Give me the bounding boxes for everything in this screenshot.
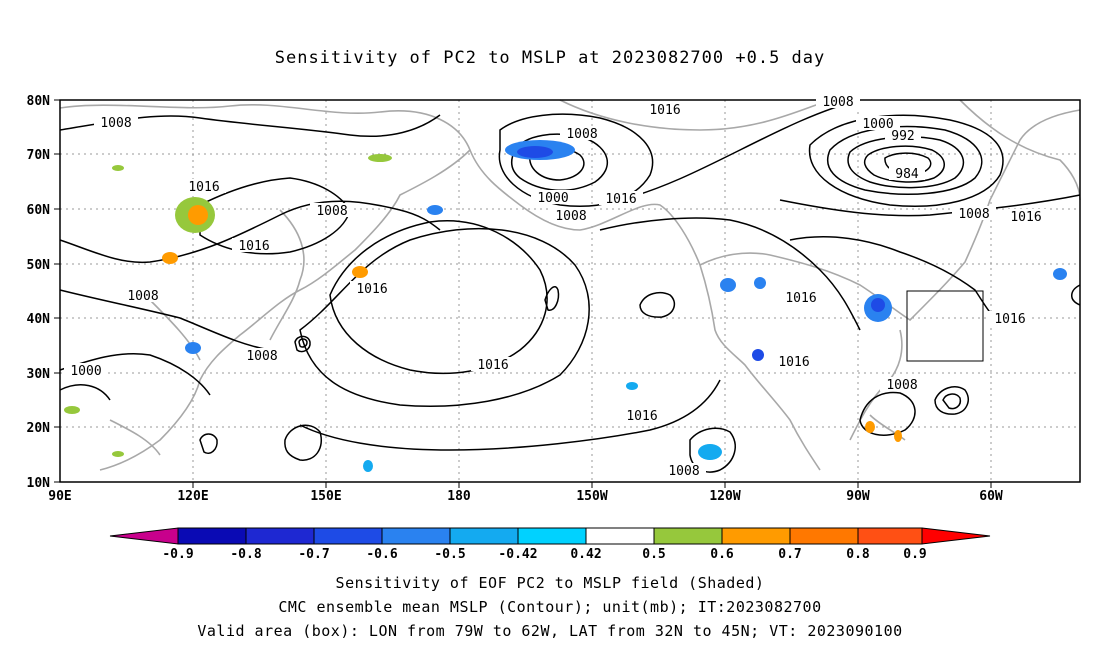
contour-label: 1016 (238, 239, 269, 254)
contour-label: 1008 (668, 464, 699, 479)
shaded-sensitivity (64, 140, 1067, 472)
lon-label: 150E (310, 489, 341, 504)
caption-contour: CMC ensemble mean MSLP (Contour); unit(m… (278, 598, 822, 616)
colorbar-cell (517, 527, 587, 545)
lat-label: 80N (27, 94, 51, 109)
colorbar-cell (109, 527, 179, 545)
colorbar-cell (585, 527, 655, 545)
colorbar-label: -0.6 (366, 547, 397, 562)
contour-label: 1008 (100, 116, 131, 131)
lat-labels: 80N 70N 60N 50N 40N 30N 20N 10N (27, 94, 51, 491)
mslp-contours (59, 99, 1081, 473)
colorbar-cell (313, 527, 383, 545)
colorbar-label: -0.42 (498, 547, 537, 562)
contour-label: 1016 (994, 312, 1025, 327)
coastlines (59, 99, 1081, 471)
lon-label: 150W (576, 489, 607, 504)
lon-label: 90E (48, 489, 71, 504)
contour-labels: 1008 1016 1008 1016 1016 1008 1008 1000 … (64, 94, 1048, 479)
colorbar-label: 0.5 (642, 547, 665, 562)
contour-label: 1016 (188, 180, 219, 195)
lat-label: 10N (27, 476, 51, 491)
colorbar-label: -0.9 (162, 547, 193, 562)
colorbar-label: -0.7 (298, 547, 329, 562)
contour-label: 1008 (822, 95, 853, 110)
lon-labels: 90E 120E 150E 180 150W 120W 90W 60W (48, 489, 1003, 504)
lat-label: 50N (27, 258, 51, 273)
colorbar-label: 0.6 (710, 547, 734, 562)
colorbar-cell (449, 527, 519, 545)
map-title: Sensitivity of PC2 to MSLP at 2023082700… (274, 48, 826, 68)
contour-label: 1008 (886, 378, 917, 393)
map-frame (59, 99, 1081, 483)
contour-label: 1016 (477, 358, 508, 373)
colorbar-label: 0.42 (570, 547, 601, 562)
contour-label: 1008 (127, 289, 158, 304)
contour-label: 1016 (649, 103, 680, 118)
contour-label: 992 (891, 129, 914, 144)
axis-ticks (54, 99, 992, 488)
lat-label: 60N (27, 203, 51, 218)
lon-label: 180 (447, 489, 471, 504)
caption-valid-area: Valid area (box): LON from 79W to 62W, L… (197, 622, 903, 640)
contour-label: 1000 (862, 117, 893, 132)
contour-label: 1016 (1010, 210, 1041, 225)
colorbar-labels: -0.9 -0.8 -0.7 -0.6 -0.5 -0.42 0.42 0.5 … (162, 547, 926, 562)
colorbar-cell (381, 527, 451, 545)
colorbar-cell (721, 527, 791, 545)
lon-label: 120E (177, 489, 208, 504)
lat-label: 20N (27, 421, 51, 436)
colorbar-cell (921, 527, 991, 545)
contour-label: 1008 (246, 349, 277, 364)
valid-area-box (906, 290, 984, 362)
contour-label: 1016 (778, 355, 809, 370)
lon-label: 90W (846, 489, 870, 504)
colorbar-label: 0.7 (778, 547, 801, 562)
contour-label: 1016 (356, 282, 387, 297)
lat-label: 30N (27, 367, 51, 382)
colorbar-label: -0.8 (230, 547, 261, 562)
colorbar-label: -0.5 (434, 547, 465, 562)
contour-label: 1008 (555, 209, 586, 224)
colorbar-label: 0.9 (903, 547, 926, 562)
contour-label: 1016 (605, 192, 636, 207)
colorbar-cell (789, 527, 859, 545)
contour-label: 1008 (566, 127, 597, 142)
colorbar (109, 527, 991, 545)
lat-label: 40N (27, 312, 51, 327)
contour-label: 1008 (316, 204, 347, 219)
lon-label: 60W (979, 489, 1003, 504)
colorbar-label: 0.8 (846, 547, 870, 562)
contour-label: 984 (895, 167, 919, 182)
contour-label: 1016 (626, 409, 657, 424)
colorbar-cell (177, 527, 247, 545)
lat-label: 70N (27, 148, 51, 163)
lon-label: 120W (709, 489, 740, 504)
contour-label: 1008 (958, 207, 989, 222)
contour-label: 1000 (70, 364, 101, 379)
colorbar-cell (245, 527, 315, 545)
colorbar-cell (857, 527, 923, 545)
colorbar-cell (653, 527, 723, 545)
caption-shaded: Sensitivity of EOF PC2 to MSLP field (Sh… (335, 574, 765, 592)
contour-label: 1000 (537, 191, 568, 206)
contour-label: 1016 (785, 291, 816, 306)
